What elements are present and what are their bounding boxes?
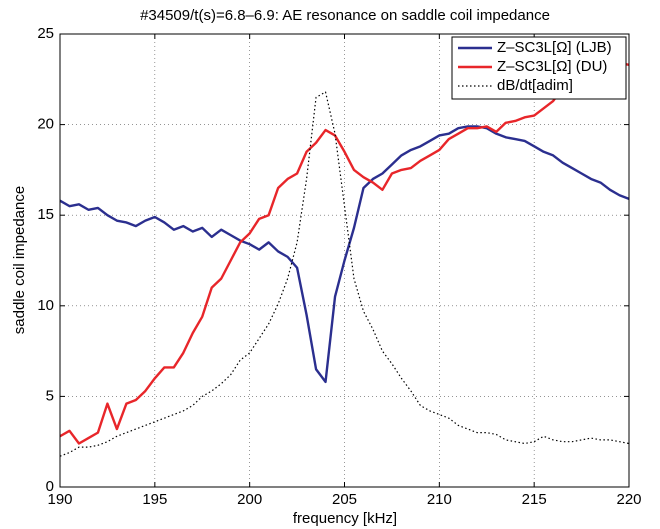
- y-axis-label: saddle coil impedance: [11, 186, 28, 334]
- y-tick-label: 5: [46, 387, 54, 404]
- y-tick-label: 10: [37, 297, 54, 314]
- x-tick-label: 210: [427, 491, 452, 508]
- y-tick-label: 15: [37, 206, 54, 223]
- x-tick-label: 205: [332, 491, 357, 508]
- y-tick-label: 0: [46, 478, 54, 495]
- series-line: [59, 59, 630, 445]
- legend-label: dB/dt[adim]: [497, 77, 573, 94]
- legend-label: Z–SC3L[Ω] (DU): [497, 58, 607, 75]
- x-tick-label: 195: [142, 491, 167, 508]
- legend: Z–SC3L[Ω] (LJB) Z–SC3L[Ω] (DU) dB/dt[adim]: [451, 36, 627, 100]
- y-tick-label: 20: [37, 116, 54, 133]
- x-tick-label: 200: [237, 491, 262, 508]
- legend-label: Z–SC3L[Ω] (LJB): [497, 39, 612, 56]
- series-line: [59, 125, 630, 384]
- x-axis-label: frequency [kHz]: [293, 510, 397, 527]
- x-tick-label: 215: [522, 491, 547, 508]
- x-tick-label: 220: [616, 491, 641, 508]
- y-tick-label: 25: [37, 25, 54, 42]
- plot-frame: [59, 33, 630, 488]
- chart-title: #34509/t(s)=6.8–6.9: AE resonance on sad…: [140, 7, 550, 24]
- x-tick-label: 190: [47, 491, 72, 508]
